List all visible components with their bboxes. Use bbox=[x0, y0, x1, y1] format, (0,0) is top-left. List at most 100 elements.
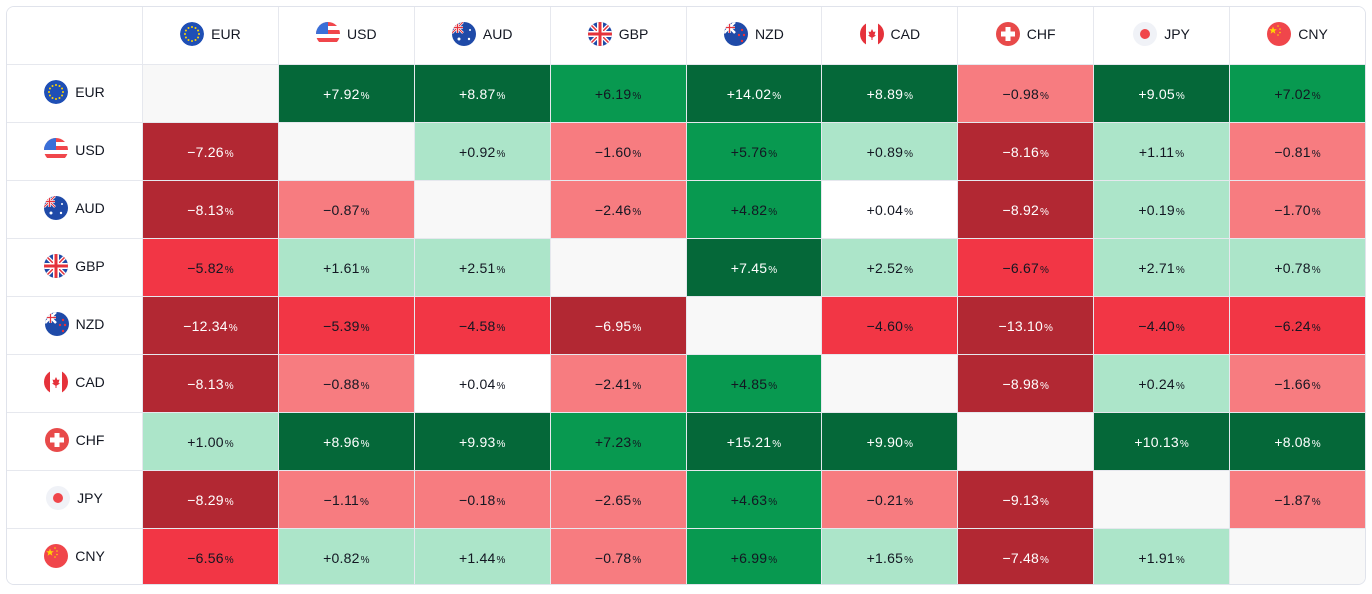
rate-cell-nzd-usd[interactable]: −5.39% bbox=[277, 296, 415, 355]
row-header-eur[interactable]: EUR bbox=[7, 64, 143, 123]
rate-cell-cad-aud[interactable]: +0.04% bbox=[413, 354, 551, 413]
column-header-cad[interactable]: CAD bbox=[821, 7, 959, 65]
rate-cell-usd-gbp[interactable]: −1.60% bbox=[549, 122, 687, 181]
rate-cell-gbp-jpy[interactable]: +2.71% bbox=[1093, 238, 1230, 297]
rate-cell-aud-gbp[interactable]: −2.46% bbox=[549, 180, 687, 239]
rate-cell-eur-usd[interactable]: +7.92% bbox=[277, 64, 415, 123]
rate-cell-usd-cad[interactable]: +0.89% bbox=[821, 122, 959, 181]
rate-cell-jpy-usd[interactable]: −1.11% bbox=[277, 470, 415, 529]
row-header-aud[interactable]: AUD bbox=[7, 180, 143, 239]
column-header-usd[interactable]: USD bbox=[277, 7, 415, 65]
rate-cell-aud-jpy[interactable]: +0.19% bbox=[1093, 180, 1230, 239]
rate-cell-eur-chf[interactable]: −0.98% bbox=[957, 64, 1095, 123]
rate-cell-aud-nzd[interactable]: +4.82% bbox=[685, 180, 823, 239]
rate-cell-eur-nzd[interactable]: +14.02% bbox=[685, 64, 823, 123]
column-header-jpy[interactable]: JPY bbox=[1093, 7, 1230, 65]
rate-cell-gbp-aud[interactable]: +2.51% bbox=[413, 238, 551, 297]
column-header-nzd[interactable]: NZD bbox=[685, 7, 823, 65]
rate-cell-chf-jpy[interactable]: +10.13% bbox=[1093, 412, 1230, 471]
ch-flag-icon bbox=[44, 428, 69, 452]
column-header-aud[interactable]: AUD bbox=[413, 7, 551, 65]
rate-cell-cny-eur[interactable]: −6.56% bbox=[142, 528, 279, 584]
rate-cell-aud-usd[interactable]: −0.87% bbox=[277, 180, 415, 239]
row-header-chf[interactable]: CHF bbox=[7, 412, 143, 471]
rate-cell-usd-eur[interactable]: −7.26% bbox=[142, 122, 279, 181]
rate-cell-cad-chf[interactable]: −8.98% bbox=[957, 354, 1095, 413]
rate-cell-chf-nzd[interactable]: +15.21% bbox=[685, 412, 823, 471]
rate-cell-chf-gbp[interactable]: +7.23% bbox=[549, 412, 687, 471]
rate-cell-chf-aud[interactable]: +9.93% bbox=[413, 412, 551, 471]
rate-cell-cny-nzd[interactable]: +6.99% bbox=[685, 528, 823, 584]
rate-cell-usd-cny[interactable]: −0.81% bbox=[1229, 122, 1365, 181]
rate-change-value: −0.88 bbox=[323, 375, 360, 392]
rate-cell-cny-chf[interactable]: −7.48% bbox=[957, 528, 1095, 584]
rate-cell-nzd-gbp[interactable]: −6.95% bbox=[549, 296, 687, 355]
rate-cell-eur-jpy[interactable]: +9.05% bbox=[1093, 64, 1230, 123]
rate-cell-nzd-jpy[interactable]: −4.40% bbox=[1093, 296, 1230, 355]
rate-cell-cad-jpy[interactable]: +0.24% bbox=[1093, 354, 1230, 413]
row-header-cny[interactable]: CNY bbox=[7, 528, 143, 584]
rate-cell-usd-aud[interactable]: +0.92% bbox=[413, 122, 551, 181]
rate-cell-gbp-eur[interactable]: −5.82% bbox=[142, 238, 279, 297]
rate-cell-cny-cad[interactable]: +1.65% bbox=[821, 528, 959, 584]
rate-change-value: +2.51 bbox=[459, 259, 496, 276]
rate-cell-eur-cny[interactable]: +7.02% bbox=[1229, 64, 1365, 123]
rate-cell-cny-gbp[interactable]: −0.78% bbox=[549, 528, 687, 584]
rate-cell-jpy-cny[interactable]: −1.87% bbox=[1229, 470, 1365, 529]
eu-flag-icon bbox=[44, 80, 69, 104]
rate-change-value: +6.99 bbox=[730, 549, 768, 566]
rate-cell-gbp-cny[interactable]: +0.78% bbox=[1229, 238, 1365, 297]
rate-cell-cny-jpy[interactable]: +1.91% bbox=[1093, 528, 1230, 584]
percent-sign: % bbox=[496, 438, 506, 450]
rate-cell-jpy-aud[interactable]: −0.18% bbox=[413, 470, 551, 529]
rate-cell-jpy-nzd[interactable]: +4.63% bbox=[685, 470, 823, 529]
rate-cell-nzd-chf[interactable]: −13.10% bbox=[957, 296, 1095, 355]
rate-cell-chf-cny[interactable]: +8.08% bbox=[1229, 412, 1365, 471]
rate-cell-eur-gbp[interactable]: +6.19% bbox=[549, 64, 687, 123]
rate-cell-nzd-cny[interactable]: −6.24% bbox=[1229, 296, 1365, 355]
rate-cell-cny-aud[interactable]: +1.44% bbox=[413, 528, 551, 584]
rate-cell-usd-chf[interactable]: −8.16% bbox=[957, 122, 1095, 181]
rate-cell-jpy-gbp[interactable]: −2.65% bbox=[549, 470, 687, 529]
rate-cell-chf-usd[interactable]: +8.96% bbox=[277, 412, 415, 471]
column-header-gbp[interactable]: GBP bbox=[549, 7, 687, 65]
rate-cell-gbp-chf[interactable]: −6.67% bbox=[957, 238, 1095, 297]
rate-cell-nzd-aud[interactable]: −4.58% bbox=[413, 296, 551, 355]
rate-cell-jpy-eur[interactable]: −8.29% bbox=[142, 470, 279, 529]
row-header-cad[interactable]: CAD bbox=[7, 354, 143, 413]
rate-cell-gbp-usd[interactable]: +1.61% bbox=[277, 238, 415, 297]
rate-cell-usd-nzd[interactable]: +5.76% bbox=[685, 122, 823, 181]
rate-cell-chf-eur[interactable]: +1.00% bbox=[142, 412, 279, 471]
rate-cell-cad-eur[interactable]: −8.13% bbox=[142, 354, 279, 413]
rate-cell-cad-nzd[interactable]: +4.85% bbox=[685, 354, 823, 413]
rate-cell-nzd-cad[interactable]: −4.60% bbox=[821, 296, 959, 355]
rate-cell-aud-eur[interactable]: −8.13% bbox=[142, 180, 279, 239]
percent-sign: % bbox=[1175, 90, 1185, 102]
rate-cell-cad-gbp[interactable]: −2.41% bbox=[549, 354, 687, 413]
rate-cell-cad-usd[interactable]: −0.88% bbox=[277, 354, 415, 413]
rate-change-value: −4.60 bbox=[866, 317, 904, 334]
rate-cell-eur-aud[interactable]: +8.87% bbox=[413, 64, 551, 123]
rate-cell-usd-jpy[interactable]: +1.11% bbox=[1093, 122, 1230, 181]
jp-flag-icon bbox=[1133, 22, 1158, 46]
row-header-usd[interactable]: USD bbox=[7, 122, 143, 181]
rate-cell-cad-cny[interactable]: −1.66% bbox=[1229, 354, 1365, 413]
column-header-cny[interactable]: CNY bbox=[1229, 7, 1365, 65]
rate-cell-cny-usd[interactable]: +0.82% bbox=[277, 528, 415, 584]
rate-cell-chf-cad[interactable]: +9.90% bbox=[821, 412, 959, 471]
rate-cell-aud-chf[interactable]: −8.92% bbox=[957, 180, 1095, 239]
rate-cell-aud-cny[interactable]: −1.70% bbox=[1229, 180, 1365, 239]
rate-cell-nzd-eur[interactable]: −12.34% bbox=[142, 296, 279, 355]
rate-cell-jpy-cad[interactable]: −0.21% bbox=[821, 470, 959, 529]
row-header-nzd[interactable]: NZD bbox=[7, 296, 143, 355]
rate-cell-gbp-cad[interactable]: +2.52% bbox=[821, 238, 959, 297]
rate-cell-gbp-nzd[interactable]: +7.45% bbox=[685, 238, 823, 297]
row-header-jpy[interactable]: JPY bbox=[7, 470, 143, 529]
rate-cell-jpy-chf[interactable]: −9.13% bbox=[957, 470, 1095, 529]
rate-cell-aud-cad[interactable]: +0.04% bbox=[821, 180, 959, 239]
column-header-eur[interactable]: EUR bbox=[142, 7, 279, 65]
column-header-chf[interactable]: CHF bbox=[957, 7, 1095, 65]
row-header-gbp[interactable]: GBP bbox=[7, 238, 143, 297]
rate-cell-eur-cad[interactable]: +8.89% bbox=[821, 64, 959, 123]
rate-change-value: +1.11 bbox=[1138, 143, 1175, 160]
